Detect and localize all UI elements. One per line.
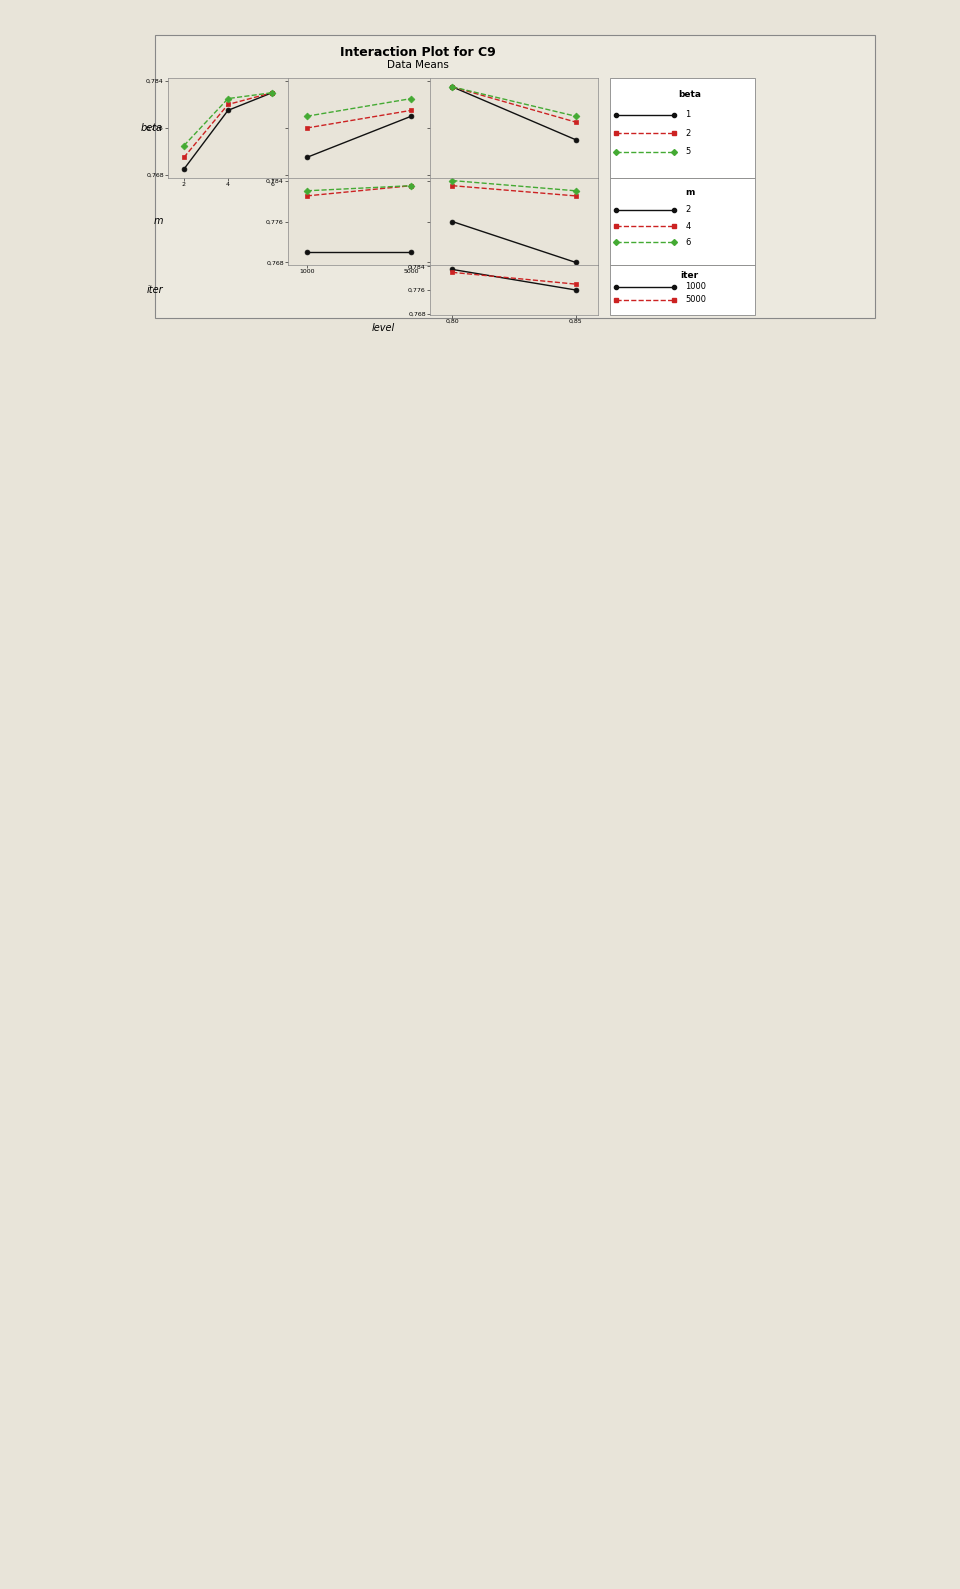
Text: beta: beta [141, 122, 163, 133]
Text: 4: 4 [685, 221, 690, 230]
Text: 1000: 1000 [685, 283, 707, 291]
Text: m: m [685, 189, 694, 197]
Text: 5000: 5000 [685, 296, 707, 303]
Text: beta: beta [679, 91, 701, 99]
Text: level: level [372, 323, 395, 334]
Text: iter: iter [146, 284, 163, 296]
Text: 6: 6 [685, 238, 691, 246]
Text: 2: 2 [685, 129, 690, 138]
Text: iter: iter [681, 272, 699, 280]
Text: 2: 2 [685, 205, 690, 215]
Text: 5: 5 [685, 148, 690, 156]
Text: m: m [154, 216, 163, 227]
Text: 1: 1 [685, 110, 690, 119]
Text: Data Means: Data Means [387, 60, 448, 70]
Text: Interaction Plot for C9: Interaction Plot for C9 [340, 46, 495, 59]
